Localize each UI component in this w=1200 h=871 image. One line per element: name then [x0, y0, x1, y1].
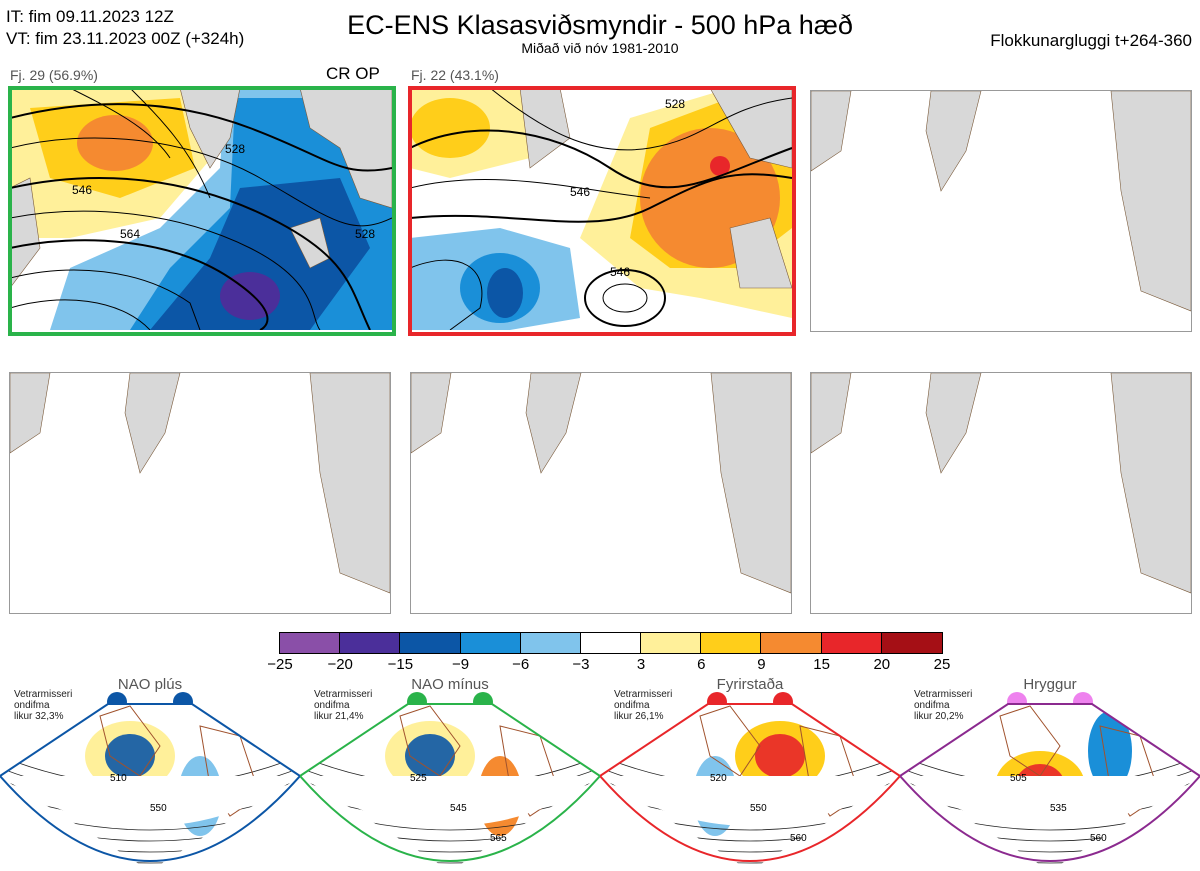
regime-note-line: ondifma [314, 700, 350, 711]
contour-label: 528 [225, 142, 245, 156]
contour-label: 546 [610, 265, 630, 279]
colorbar-tick-label: −20 [327, 656, 353, 673]
regime-note-line: Vetrarmisseri [914, 689, 973, 700]
regime-contour-label: 505 [1010, 773, 1027, 784]
regime-contour-label: 560 [1090, 833, 1107, 844]
regime-title: NAO plús [117, 676, 183, 693]
regime-note-line: ondifma [914, 700, 950, 711]
regime-contour-label: 520 [710, 773, 727, 784]
page-subtitle: Miðað við nóv 1981-2010 [521, 40, 679, 56]
colorbar-segment [460, 633, 521, 653]
contour-label: 564 [120, 227, 140, 241]
regime-contour-label: 545 [450, 803, 467, 814]
regime-contour-label: 525 [410, 773, 427, 784]
regime-note-line: ondifma [14, 700, 50, 711]
regime-title: NAO mínus [411, 676, 489, 693]
colorbar-tick-label: 9 [757, 656, 766, 673]
colorbar [279, 632, 943, 654]
regime-note-line: Vetrarmisseri [614, 689, 673, 700]
colorbar-segment [580, 633, 642, 653]
colorbar-tick-label: 3 [636, 656, 646, 673]
colorbar-segment [641, 633, 702, 653]
colorbar-tick-label: 20 [873, 656, 891, 673]
colorbar-segment [881, 633, 942, 653]
regime-note: Vetrarmisseri ondifma likur 32,3% [14, 689, 72, 722]
colorbar-tick-label: −3 [572, 656, 590, 673]
valid-time: VT: fim 23.11.2023 00Z (+324h) [6, 29, 245, 48]
classification-window: Flokkunargluggi t+264-360 [990, 31, 1192, 50]
regime-note-line: likur 26,1% [614, 711, 664, 722]
contour-label: 546 [570, 185, 590, 199]
colorbar-tick-label: −15 [387, 656, 414, 673]
regime-contour-label: 535 [1050, 803, 1067, 814]
regime-contour-label: 550 [150, 803, 167, 814]
regime-map: 510 550 [0, 703, 300, 871]
regime-map: 505 535 560 [900, 703, 1200, 871]
page-title: EC-ENS Klasasviðsmyndir - 500 hPa hæð [347, 10, 853, 40]
regime-note: Vetrarmisseri ondifma likur 21,4% [314, 689, 372, 722]
colorbar-tick-label: −25 [267, 656, 293, 673]
colorbar-segment [761, 633, 822, 653]
colorbar-tick-label: −9 [451, 656, 470, 673]
regime-title: Hryggur [1023, 676, 1077, 693]
cluster-1-tag: CR OP [326, 64, 380, 83]
colorbar-segment [400, 633, 461, 653]
regime-note-line: likur 21,4% [314, 711, 364, 722]
cluster-map-2: 528 546 546 [410, 88, 792, 330]
colorbar-tick-label: 25 [933, 656, 951, 673]
regime-note: Vetrarmisseri ondifma likur 20,2% [914, 689, 972, 722]
contour-label: 528 [355, 227, 375, 241]
regime-note: Vetrarmisseri ondifma likur 26,1% [614, 689, 672, 722]
colorbar-segment [821, 633, 882, 653]
colorbar-segment [701, 633, 762, 653]
regime-contour-label: 510 [110, 773, 127, 784]
cluster-map-4 [9, 372, 391, 614]
regime-title: Fyrirstaða [716, 676, 784, 693]
cluster-map-5 [410, 372, 792, 614]
regime-contour-label: 560 [790, 833, 807, 844]
regime-map: 525 545 565 [300, 703, 600, 871]
colorbar-segment [340, 633, 401, 653]
cluster-map-6 [810, 372, 1192, 614]
contour-label: 546 [72, 183, 92, 197]
colorbar-tick-label: −6 [512, 656, 530, 673]
regime-map: 520 550 560 [600, 703, 900, 871]
cluster-map-1: 528 546 564 528 [10, 88, 392, 330]
colorbar-segment [280, 633, 341, 653]
cluster-1-label: Fj. 29 (56.9%) [10, 67, 98, 83]
colorbar-tick-label: 6 [697, 656, 706, 673]
cluster-2-label: Fj. 22 (43.1%) [411, 67, 499, 83]
header-times: IT: fim 09.11.2023 12Z VT: fim 23.11.202… [6, 6, 244, 50]
initial-time: IT: fim 09.11.2023 12Z [6, 7, 174, 26]
regime-note-line: ondifma [614, 700, 650, 711]
regime-note-line: likur 32,3% [14, 711, 64, 722]
colorbar-tick-label: 15 [813, 656, 830, 673]
regime-note-line: Vetrarmisseri [14, 689, 73, 700]
colorbar-segment [520, 633, 581, 653]
regime-note-line: likur 20,2% [914, 711, 964, 722]
regime-contour-label: 565 [490, 833, 507, 844]
cluster-map-3 [810, 90, 1192, 332]
regime-note-line: Vetrarmisseri [314, 689, 373, 700]
regime-contour-label: 550 [750, 803, 767, 814]
contour-label: 528 [665, 97, 685, 111]
